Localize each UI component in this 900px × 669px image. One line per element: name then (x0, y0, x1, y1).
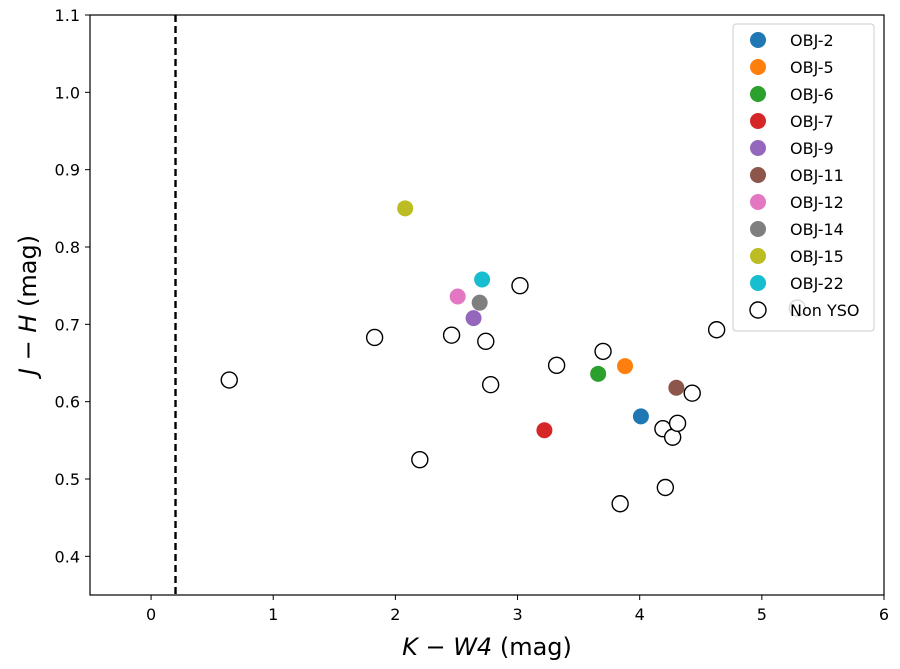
axes-frame (89, 14, 885, 596)
legend-label: OBJ-7 (790, 112, 834, 131)
point-obj-15 (397, 200, 414, 217)
point-non-yso (594, 342, 612, 361)
legend-marker (750, 140, 766, 156)
point-obj-12 (449, 288, 466, 305)
legend-marker (750, 32, 766, 48)
legend-label: OBJ-14 (790, 220, 844, 239)
legend-marker (750, 194, 766, 210)
y-tick-label: 0.9 (55, 161, 80, 180)
legend-marker (750, 275, 766, 291)
x-tick-label: 1 (268, 605, 278, 624)
legend-label: OBJ-11 (790, 166, 844, 185)
x-axis-title: K − W4 (mag) (402, 633, 572, 661)
point-non-yso (481, 375, 500, 394)
legend-label: OBJ-9 (790, 139, 834, 158)
y-tick-label: 0.7 (55, 315, 80, 334)
point-obj-5 (617, 358, 634, 375)
x-tick-label: 2 (390, 605, 400, 624)
y-tick-label: 0.4 (55, 547, 80, 566)
point-non-yso (511, 276, 529, 295)
y-tick-label: 0.5 (55, 470, 80, 489)
point-obj-2 (632, 408, 649, 425)
axes: 0 1 2 3 4 5 6 0.4 0.5 0.6 0.7 0.8 0.9 1.0 1.1 K − W4 (m… (14, 6, 889, 661)
legend-marker (750, 86, 766, 102)
x-tick-label: 4 (635, 605, 645, 624)
legend-marker (750, 167, 766, 183)
y-tick-label: 1.1 (55, 6, 80, 25)
point-non-yso (656, 478, 675, 497)
legend-label: OBJ-2 (790, 31, 834, 50)
point-non-yso (668, 414, 687, 433)
point-obj-14 (471, 294, 488, 311)
point-obj-9 (465, 310, 482, 327)
point-non-yso (547, 356, 566, 375)
y-axis-title: J − H (mag) (14, 235, 42, 379)
y-tick-label: 0.8 (55, 238, 80, 257)
point-non-yso (683, 384, 701, 402)
point-non-yso (707, 321, 726, 339)
x-tick-label: 3 (512, 605, 522, 624)
legend-marker (750, 59, 766, 75)
legend-box (732, 23, 875, 332)
point-non-yso (442, 326, 461, 344)
point-obj-22 (474, 271, 491, 288)
y-tick-label: 1.0 (55, 83, 80, 102)
legend-label: OBJ-5 (790, 58, 834, 77)
legend-label: OBJ-12 (790, 193, 844, 212)
legend-marker (750, 221, 766, 237)
point-obj-7 (536, 422, 553, 439)
legend-label: OBJ-15 (790, 247, 844, 266)
x-tick-label: 5 (757, 605, 767, 624)
x-tick-label: 6 (879, 605, 889, 624)
legend-marker (750, 248, 766, 264)
y-tick-label: 0.6 (55, 393, 80, 412)
legend: OBJ-2 OBJ-5 OBJ-6 OBJ-7 OBJ-9 OBJ-11 OBJ-12 OBJ… (732, 23, 875, 332)
point-obj-11 (668, 379, 685, 396)
point-obj-6 (590, 365, 607, 382)
point-non-yso (365, 328, 384, 347)
plot-area (174, 15, 806, 595)
legend-label: OBJ-22 (790, 274, 844, 293)
legend-marker (750, 113, 766, 129)
legend-marker (749, 301, 767, 319)
point-non-yso (411, 450, 429, 469)
legend-label: OBJ-6 (790, 85, 834, 104)
point-non-yso (477, 332, 495, 351)
point-non-yso (611, 495, 629, 513)
data-layer (174, 15, 806, 595)
x-tick-label: 0 (146, 605, 156, 624)
point-non-yso (220, 371, 238, 389)
legend-label: Non YSO (790, 301, 860, 320)
